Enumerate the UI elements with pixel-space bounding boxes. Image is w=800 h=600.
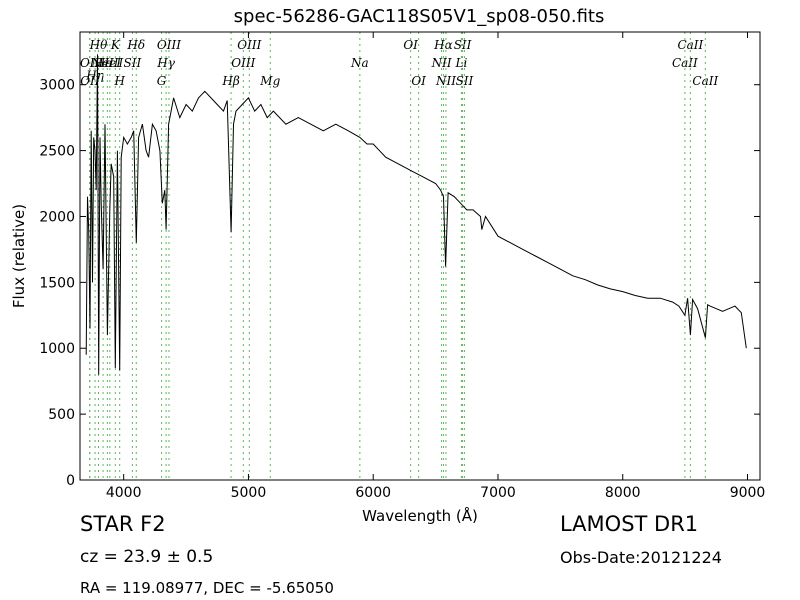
line-label-16: OIII [237,38,261,52]
line-label-24: Li [455,56,468,70]
y-tick-label-2: 1000 [39,341,75,357]
ra-dec: RA = 119.08977, DEC = -5.65050 [80,579,334,597]
axis-ticks: 4000 5000 6000 7000 8000 9000 0 500 1000 1500 2000… [39,32,765,501]
line-label-26: SII [456,74,474,88]
chart-title: spec-56286-GAC118S05V1_sp08-050.fits [234,6,605,27]
line-label-8: H [113,74,125,88]
x-tick-label-5: 9000 [730,485,766,501]
line-label-10: Hδ [126,38,145,52]
line-markers: OIIOIIHηHθHεNeIIIHeIKHSIIHδGHγOIIIHβOIII… [80,32,719,480]
line-label-15: OIII [231,56,255,70]
obs-date: Obs-Date:20121224 [560,548,722,567]
line-label-27: CaII [672,56,698,70]
line-label-3: Hθ [89,38,108,52]
line-label-19: OI [403,38,418,52]
line-label-28: CaII [677,38,703,52]
spectrum-line-0 [85,54,747,375]
x-tick-label-4: 8000 [605,485,641,501]
x-tick-label-3: 7000 [480,485,516,501]
line-label-5: NeIII [90,56,123,70]
redshift-cz: cz = 23.9 ± 0.5 [80,547,214,567]
line-label-22: Hα [433,38,453,52]
line-label-11: G [157,74,167,88]
line-label-12: Hγ [156,56,175,70]
line-label-6: HeI [98,56,122,70]
y-tick-label-4: 2000 [39,209,75,225]
line-label-9: SII [124,56,142,70]
line-label-2: Hη [85,69,104,83]
x-axis-label: Wavelength (Å) [362,506,478,525]
line-label-29: CaII [692,74,718,88]
survey-name: LAMOST DR1 [560,512,699,536]
line-label-7: K [110,38,121,52]
plot-frame [79,31,761,481]
line-label-23: NII [435,74,456,88]
y-tick-label-5: 2500 [39,144,75,160]
object-class: STAR F2 [80,512,166,536]
y-tick-label-1: 500 [48,407,75,423]
x-tick-label-2: 6000 [355,485,391,501]
line-label-13: OIII [157,38,181,52]
line-label-25: SII [454,38,472,52]
line-label-20: OI [411,74,426,88]
y-tick-label-3: 1500 [39,275,75,291]
line-label-21: NII [431,56,452,70]
line-label-4: Hε [94,56,112,70]
line-label-14: Hβ [221,74,239,88]
spectrum-series [85,54,747,375]
y-tick-label-0: 0 [66,473,75,489]
x-tick-label-0: 4000 [106,485,142,501]
line-label-17: Mg [259,74,280,88]
y-tick-label-6: 3000 [39,78,75,94]
x-tick-label-1: 5000 [231,485,267,501]
y-axis-label: Flux (relative) [10,204,28,308]
line-label-18: Na [350,56,369,70]
